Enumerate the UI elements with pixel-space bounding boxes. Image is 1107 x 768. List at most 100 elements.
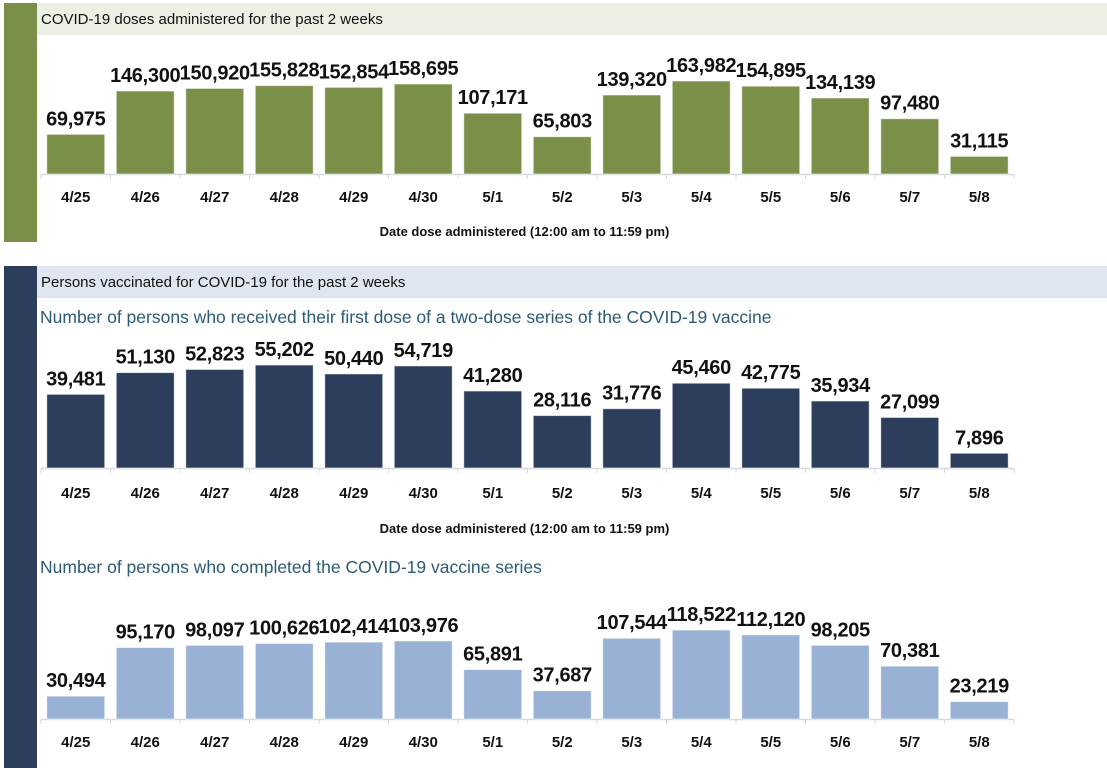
x-tick-label: 5/8 [969, 189, 990, 206]
chart-series-completed: 30,494 4/25 95,170 4/26 98,097 4/27 100,626 4/2… [40, 604, 1015, 751]
x-tick-label: 4/25 [61, 485, 90, 502]
data-label: 23,219 [950, 676, 1010, 698]
x-tick-label: 5/6 [830, 485, 851, 502]
data-label: 69,975 [46, 108, 106, 130]
bar-4-30 [393, 83, 453, 175]
data-label: 30,494 [46, 670, 107, 692]
data-label: 139,320 [597, 69, 667, 91]
x-tick-label: 5/1 [482, 189, 503, 206]
x-axis-title: Date dose administered (12:00 am to 11:5… [380, 521, 670, 536]
bar-5-8 [949, 155, 1009, 175]
x-tick-label: 4/29 [339, 485, 368, 502]
data-label: 42,775 [741, 362, 801, 384]
x-tick-label: 5/5 [760, 734, 781, 751]
bar-5-2 [532, 136, 592, 175]
data-label: 65,803 [533, 111, 593, 133]
section-accent-strip-doses [4, 3, 37, 242]
data-label: 152,854 [319, 61, 390, 83]
x-tick-label: 5/7 [899, 485, 920, 502]
data-label: 28,116 [533, 390, 591, 412]
bar-5-1 [463, 390, 523, 469]
bar-5-4 [671, 382, 731, 469]
x-tick-label: 4/26 [131, 734, 160, 751]
data-label: 98,097 [185, 619, 245, 641]
bar-5-8 [949, 701, 1009, 720]
x-tick-label: 5/1 [482, 485, 503, 502]
x-tick-label: 5/2 [552, 485, 573, 502]
x-tick-label: 5/2 [552, 189, 573, 206]
bar-5-2 [532, 415, 592, 469]
data-label: 158,695 [388, 58, 458, 80]
data-label: 27,099 [880, 391, 940, 413]
x-tick-label: 5/7 [899, 189, 920, 206]
bar-5-1 [463, 669, 523, 720]
x-tick-label: 5/3 [621, 734, 642, 751]
bar-5-8 [949, 452, 1009, 469]
data-label: 39,481 [46, 368, 106, 390]
x-tick-label: 4/27 [200, 734, 229, 751]
section-accent-strip-persons [4, 266, 37, 768]
bar-4-27 [185, 644, 245, 720]
x-tick-label: 4/28 [270, 734, 299, 751]
chart-doses-administered: 69,975 4/25 146,300 4/26 150,920 4/27 155,828 4… [40, 55, 1015, 239]
bar-5-5 [741, 85, 801, 175]
data-label: 52,823 [185, 343, 245, 365]
data-label: 50,440 [324, 348, 384, 370]
x-tick-label: 5/8 [969, 485, 990, 502]
bar-4-27 [185, 87, 245, 175]
bar-5-7 [880, 118, 940, 175]
bar-5-3 [602, 408, 662, 469]
bar-5-4 [671, 80, 731, 175]
bar-5-5 [741, 387, 801, 469]
data-label: 155,828 [249, 60, 319, 82]
data-label: 134,139 [805, 72, 875, 94]
x-tick-label: 5/4 [691, 734, 713, 751]
bar-5-5 [741, 634, 801, 720]
bar-4-26 [115, 90, 175, 175]
data-label: 107,171 [458, 87, 528, 109]
bar-4-29 [324, 641, 384, 720]
data-label: 150,920 [180, 62, 250, 84]
bar-4-25 [46, 393, 106, 469]
data-label: 31,776 [602, 383, 662, 405]
x-tick-label: 5/1 [482, 734, 503, 751]
bar-4-25 [46, 133, 106, 175]
x-tick-label: 4/29 [339, 734, 368, 751]
bar-5-7 [880, 665, 940, 720]
bar-4-27 [185, 368, 245, 469]
x-axis-title: Date dose administered (12:00 am to 11:5… [380, 224, 670, 239]
x-tick-label: 4/27 [200, 189, 229, 206]
x-tick-label: 5/4 [691, 189, 713, 206]
section-header-doses: COVID-19 doses administered for the past… [37, 3, 1107, 35]
bar-5-7 [880, 416, 940, 469]
x-tick-label: 4/30 [409, 189, 438, 206]
x-tick-label: 4/25 [61, 734, 90, 751]
x-tick-label: 4/28 [270, 485, 299, 502]
data-label: 41,280 [463, 365, 523, 387]
bar-4-29 [324, 86, 384, 175]
data-label: 31,115 [950, 130, 1008, 152]
data-label: 146,300 [110, 65, 180, 87]
bar-5-6 [810, 644, 870, 720]
x-tick-label: 4/27 [200, 485, 229, 502]
x-tick-label: 5/5 [760, 189, 781, 206]
x-tick-label: 4/29 [339, 189, 368, 206]
data-label: 37,687 [533, 665, 593, 687]
data-label: 154,895 [736, 60, 806, 82]
bar-5-3 [602, 637, 662, 720]
data-label: 45,460 [672, 357, 732, 379]
x-tick-label: 4/25 [61, 189, 90, 206]
bar-4-30 [393, 365, 453, 469]
data-label: 112,120 [736, 609, 805, 631]
bar-4-28 [254, 85, 314, 175]
bar-5-1 [463, 112, 523, 175]
x-tick-label: 5/6 [830, 189, 851, 206]
data-label: 100,626 [249, 617, 319, 639]
data-label: 54,719 [394, 340, 454, 362]
chart-title-series-completed: Number of persons who completed the COVI… [40, 557, 542, 577]
bar-5-6 [810, 400, 870, 469]
x-tick-label: 4/28 [270, 189, 299, 206]
x-tick-label: 5/8 [969, 734, 990, 751]
section-header-persons-vaccinated: Persons vaccinated for COVID-19 for the … [37, 266, 1107, 298]
data-label: 102,414 [319, 616, 390, 638]
